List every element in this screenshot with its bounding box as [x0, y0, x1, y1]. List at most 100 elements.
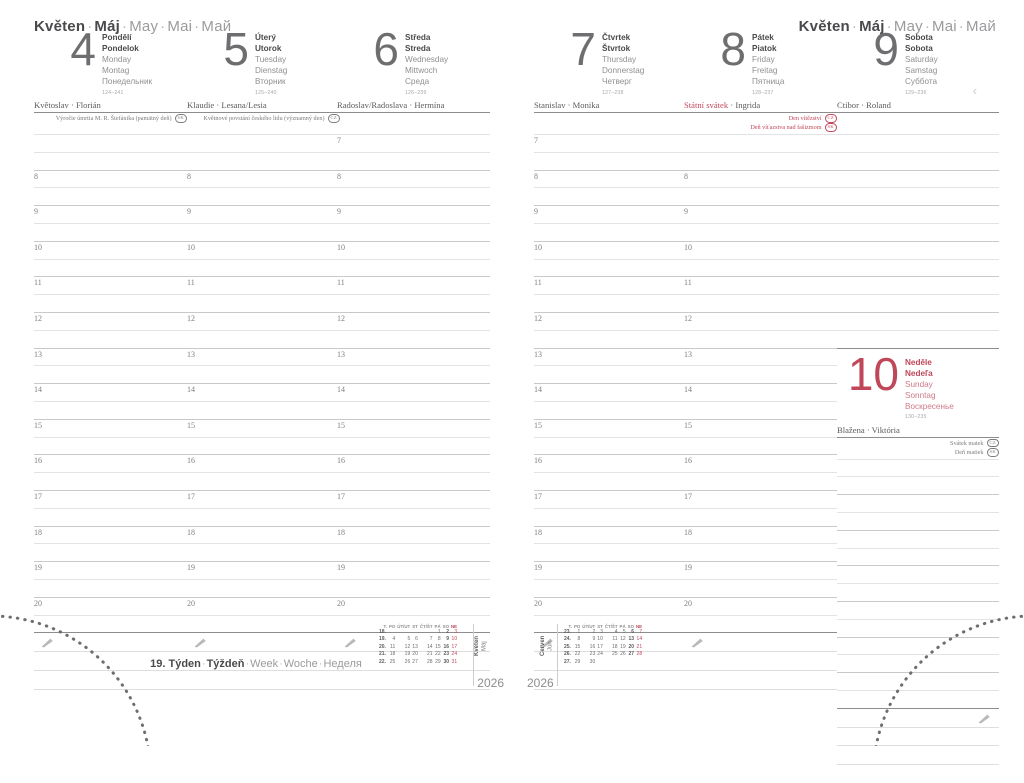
hour-row[interactable]: 18 [534, 525, 687, 562]
mini-day-cell[interactable]: 25 [611, 651, 618, 658]
hour-row[interactable]: 14 [684, 383, 837, 419]
mini-day-cell[interactable] [619, 659, 627, 666]
hour-row[interactable]: 19 [684, 561, 837, 597]
hour-row[interactable]: 18 [684, 525, 837, 562]
hour-row[interactable]: 13 [187, 347, 340, 384]
mini-day-cell[interactable]: 15 [435, 643, 441, 650]
mini-day-cell[interactable]: 26 [404, 658, 411, 665]
hour-row[interactable]: 12 [684, 311, 837, 348]
mini-day-cell[interactable]: 20 [412, 651, 418, 658]
mini-day-cell[interactable]: 21 [426, 651, 433, 658]
hour-row[interactable]: 19 [34, 561, 187, 597]
mini-day-cell[interactable]: 2 [446, 629, 449, 635]
mini-day-cell[interactable]: 4 [614, 629, 618, 635]
mini-day-cell[interactable]: 2 [592, 629, 596, 635]
notes-line[interactable] [187, 633, 340, 651]
notes-line[interactable] [684, 669, 837, 689]
hour-row[interactable]: 11 [337, 276, 490, 312]
mini-day-cell[interactable]: 22 [435, 651, 441, 658]
hour-row[interactable]: 12 [534, 311, 687, 348]
day-column-tuesday[interactable]: 5 Úterý Utorok Tuesday Dienstag Вторник 125–24… [187, 26, 340, 734]
hour-row[interactable]: 19 [187, 561, 340, 597]
day-column-saturday-sunday[interactable]: 9 Sobota Sobota Saturday Samstag Суббота 129–2… [837, 26, 999, 766]
hour-row[interactable] [837, 169, 999, 206]
notes-line[interactable] [837, 745, 999, 764]
hour-row[interactable]: 16 [534, 454, 687, 490]
mini-day-cell[interactable]: 12 [404, 643, 411, 650]
mini-day-cell[interactable]: 29 [435, 658, 441, 665]
hour-row[interactable]: 16 [34, 454, 187, 490]
mini-day-cell[interactable]: 1 [577, 629, 581, 635]
mini-day-cell[interactable] [411, 629, 419, 636]
hour-row[interactable]: 8 [34, 169, 187, 206]
notes-area[interactable] [187, 632, 340, 707]
hour-row[interactable]: 8 [337, 169, 490, 206]
mini-day-cell[interactable] [635, 659, 643, 666]
hour-row[interactable]: 19 [534, 561, 687, 597]
mini-day-cell[interactable] [627, 659, 635, 666]
hour-row[interactable] [837, 494, 999, 530]
hour-row[interactable]: 7 [534, 134, 687, 170]
mini-day-cell[interactable]: 5 [622, 629, 626, 635]
notes-line[interactable] [187, 669, 340, 689]
hour-row[interactable]: 20 [337, 596, 490, 633]
mini-day-cell[interactable]: 28 [636, 651, 643, 658]
hour-row[interactable] [837, 276, 999, 312]
hour-row[interactable]: 17 [534, 489, 687, 526]
mini-day-cell[interactable]: 12 [620, 636, 626, 643]
hour-row[interactable]: 12 [34, 311, 187, 348]
hour-row[interactable] [187, 134, 340, 170]
hour-row[interactable]: 20 [684, 596, 837, 633]
mini-day-cell[interactable]: 29 [574, 658, 581, 665]
hour-row[interactable]: 13 [684, 347, 837, 384]
hour-row[interactable]: 7 [337, 134, 490, 170]
notes-area[interactable] [534, 632, 687, 707]
mini-day-cell[interactable]: 13 [412, 643, 418, 650]
mini-day-cell[interactable]: 14 [426, 643, 433, 650]
mini-day-cell[interactable] [388, 629, 396, 636]
hour-row[interactable] [837, 529, 999, 566]
notes-line[interactable] [684, 651, 837, 670]
notes-line[interactable] [34, 688, 187, 708]
notes-line[interactable] [534, 651, 687, 670]
hour-row[interactable]: 10 [534, 240, 687, 277]
mini-day-cell[interactable]: 6 [415, 636, 418, 643]
mini-day-cell[interactable]: 8 [437, 636, 441, 643]
notes-line[interactable] [34, 669, 187, 689]
hour-row[interactable]: 11 [34, 276, 187, 312]
notes-area[interactable] [34, 632, 187, 707]
hour-row[interactable] [837, 600, 999, 637]
mini-day-cell[interactable]: 25 [389, 658, 396, 665]
mini-day-cell[interactable] [396, 629, 411, 636]
mini-day-cell[interactable]: 18 [389, 651, 396, 658]
mini-day-cell[interactable]: 14 [636, 636, 643, 643]
mini-day-cell[interactable]: 4 [392, 636, 396, 643]
hour-row[interactable]: 17 [34, 489, 187, 526]
hour-row[interactable]: 15 [684, 418, 837, 455]
hour-row[interactable]: 9 [187, 205, 340, 241]
mini-day-cell[interactable]: 27 [628, 651, 634, 658]
notes-line[interactable] [34, 651, 187, 670]
notes-line[interactable] [534, 669, 687, 689]
hour-row[interactable]: 13 [34, 347, 187, 384]
hour-row[interactable]: 13 [534, 347, 687, 384]
notes-area[interactable] [684, 632, 837, 707]
mini-day-cell[interactable]: 5 [407, 636, 411, 643]
hour-row[interactable]: 15 [534, 418, 687, 455]
hour-row[interactable]: 8 [534, 169, 687, 206]
notes-line[interactable] [837, 764, 999, 783]
notes-line[interactable] [684, 633, 837, 651]
mini-day-cell[interactable]: 24 [451, 651, 458, 658]
hour-row[interactable]: 10 [684, 240, 837, 277]
notes-line[interactable] [837, 726, 999, 746]
mini-day-cell[interactable]: 1 [437, 629, 441, 635]
mini-day-cell[interactable]: 20 [628, 643, 634, 650]
notes-line[interactable] [337, 651, 490, 670]
hour-row[interactable]: 12 [187, 311, 340, 348]
mini-day-cell[interactable]: 31 [451, 658, 458, 665]
hour-row[interactable]: 18 [337, 525, 490, 562]
mini-day-cell[interactable]: 23 [589, 651, 596, 658]
mini-day-cell[interactable]: 21 [636, 643, 643, 650]
mini-calendar-june[interactable]: Červen Jún 2026 T. PO ÚT/UT ST ČT/ŠT PÁ SO NE 23. 1 2… [527, 624, 659, 690]
mini-day-cell[interactable]: 9 [446, 636, 449, 643]
